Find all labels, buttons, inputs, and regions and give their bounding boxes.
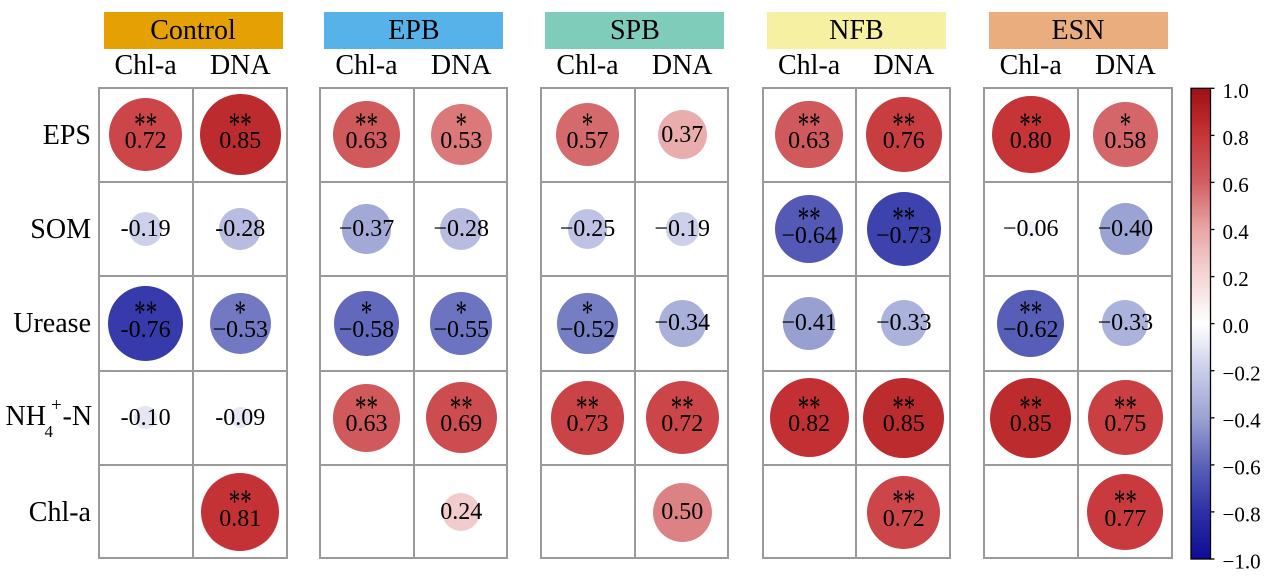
svg-text:0.0: 0.0 bbox=[1223, 314, 1249, 338]
svg-text:−0.2: −0.2 bbox=[1223, 361, 1261, 385]
svg-text:−0.8: −0.8 bbox=[1223, 503, 1261, 527]
svg-text:−1.0: −1.0 bbox=[1223, 550, 1261, 574]
svg-text:0.8: 0.8 bbox=[1223, 126, 1249, 150]
svg-text:1.0: 1.0 bbox=[1223, 79, 1249, 103]
svg-text:−0.4: −0.4 bbox=[1223, 408, 1262, 432]
svg-text:0.6: 0.6 bbox=[1223, 173, 1249, 197]
svg-text:−0.6: −0.6 bbox=[1223, 456, 1261, 480]
svg-text:0.2: 0.2 bbox=[1223, 267, 1249, 291]
svg-text:0.4: 0.4 bbox=[1223, 220, 1250, 244]
